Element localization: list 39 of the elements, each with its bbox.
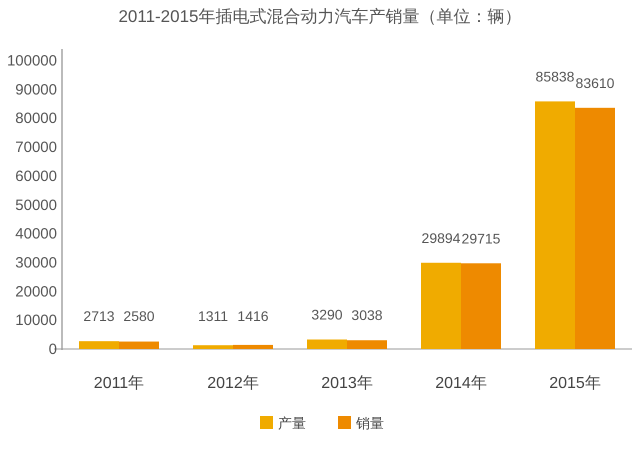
bar (233, 344, 273, 349)
data-label: 1416 (237, 308, 269, 324)
data-label: 2580 (123, 308, 155, 324)
bar (79, 341, 119, 349)
y-tick-label: 10000 (15, 312, 57, 330)
y-tick-label: 40000 (15, 226, 57, 243)
x-tick-label: 2012年 (207, 375, 259, 392)
x-tick-label: 2011年 (94, 375, 144, 392)
bar (575, 108, 615, 349)
data-label: 3038 (351, 307, 383, 324)
y-tick-label: 50000 (15, 196, 57, 214)
chart-title: 2011-2015年插电式混合动力汽车产销量（单位：辆） (118, 7, 522, 26)
legend-label: 销量 (355, 415, 384, 431)
data-label: 3290 (311, 306, 343, 323)
x-tick-label: 2015年 (549, 375, 601, 392)
y-tick-label: 100000 (6, 52, 57, 70)
y-tick-label: 60000 (15, 168, 57, 185)
bar (535, 101, 575, 349)
x-tick-label: 2013年 (321, 375, 373, 392)
bar (119, 342, 159, 349)
y-tick-label: 90000 (15, 81, 57, 98)
data-label: 2713 (83, 308, 115, 324)
bar (461, 263, 501, 349)
bar (307, 340, 347, 349)
bar (421, 262, 461, 349)
y-tick-label: 70000 (15, 139, 57, 156)
y-tick-label: 20000 (15, 283, 57, 300)
x-tick-label: 2014年 (435, 375, 487, 392)
y-tick-label: 0 (48, 341, 57, 358)
bar (193, 345, 233, 349)
legend-label: 产量 (278, 415, 306, 431)
y-tick-label: 30000 (15, 254, 57, 272)
y-tick-label: 80000 (15, 110, 57, 128)
data-label: 1311 (198, 308, 228, 324)
bar (347, 340, 387, 349)
data-label: 29715 (462, 230, 501, 246)
data-label: 85838 (536, 68, 575, 84)
data-label: 83610 (576, 74, 615, 91)
data-label: 29894 (422, 230, 461, 246)
